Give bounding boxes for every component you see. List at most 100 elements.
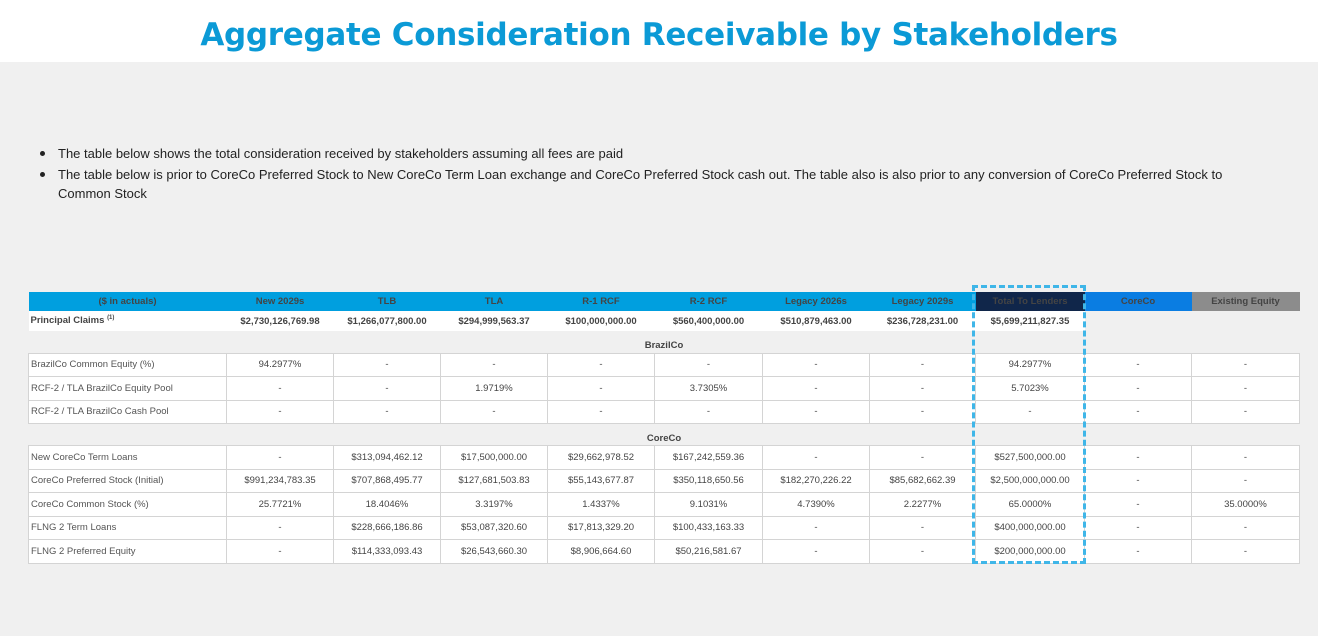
column-header: R-1 RCF [547, 292, 655, 311]
empty-cell [1084, 311, 1192, 331]
table-row: FLNG 2 Term Loans - $228,666,186.86 $53,087… [28, 515, 1300, 540]
table-cell: - [1191, 376, 1300, 401]
section-title: BrazilCo [644, 340, 684, 352]
table-cell: $50,216,581.67 [654, 539, 763, 564]
principal-cell: $560,400,000.00 [654, 311, 763, 331]
principal-claims-row: Principal Claims (1) $2,730,126,769.98 $1,… [28, 311, 1300, 331]
table-cell: - [975, 399, 1085, 424]
principal-cell: $510,879,463.00 [762, 311, 870, 331]
table-cell: - [226, 376, 334, 401]
table-cell: 1.9719% [440, 376, 548, 401]
table-cell: $127,681,503.83 [440, 468, 548, 493]
row-label: New CoreCo Term Loans [28, 445, 227, 470]
header-row: ($ in actuals) New 2029s TLB TLA R-1 RCF R-2 … [28, 292, 1300, 311]
table-cell: $26,543,660.30 [440, 539, 548, 564]
bullet-item: The table below is prior to CoreCo Prefe… [40, 165, 1260, 204]
column-header: ($ in actuals) [28, 292, 227, 311]
row-label: RCF-2 / TLA BrazilCo Equity Pool [28, 376, 227, 401]
bullet-item: The table below shows the total consider… [40, 144, 1260, 164]
table-cell: 4.7390% [762, 492, 870, 517]
table-row: BrazilCo Common Equity (%) 94.2977% - - - - - -… [28, 352, 1300, 377]
consideration-table: ($ in actuals) New 2029s TLB TLA R-1 RCF R-2 … [28, 292, 1300, 564]
table-cell: 1.4337% [547, 492, 655, 517]
table-cell: - [1084, 376, 1192, 401]
principal-cell: $294,999,563.37 [440, 311, 548, 331]
section-header-row: BrazilCo [29, 331, 1300, 353]
table-cell: 35.0000% [1191, 492, 1300, 517]
table-cell: $53,087,320.60 [440, 515, 548, 540]
table-cell: - [333, 376, 441, 401]
table-row: CoreCo Common Stock (%) 25.7721% 18.4046% 3… [28, 492, 1300, 517]
table-cell: - [547, 376, 655, 401]
table-cell: $17,813,329.20 [547, 515, 655, 540]
column-header: Legacy 2029s [869, 292, 976, 311]
row-label: CoreCo Preferred Stock (Initial) [28, 468, 227, 493]
table-cell: - [1084, 492, 1192, 517]
table-cell: - [654, 352, 763, 377]
title-bar: Aggregate Consideration Receivable by St… [0, 0, 1318, 62]
table-cell: $29,662,978.52 [547, 445, 655, 470]
table-cell: - [1191, 399, 1300, 424]
table-cell: - [1084, 515, 1192, 540]
table-cell: - [1191, 539, 1300, 564]
table-row: FLNG 2 Preferred Equity - $114,333,093.43 $… [28, 539, 1300, 564]
row-label: CoreCo Common Stock (%) [28, 492, 227, 517]
table-cell: $100,433,163.33 [654, 515, 763, 540]
table-cell: - [869, 352, 976, 377]
table-cell: - [547, 352, 655, 377]
table-cell: $85,682,662.39 [869, 468, 976, 493]
table-cell: - [1084, 352, 1192, 377]
page-title: Aggregate Consideration Receivable by St… [200, 17, 1118, 53]
principal-cell: $100,000,000.00 [547, 311, 655, 331]
table-cell: - [333, 352, 441, 377]
column-header: TLB [333, 292, 441, 311]
table-cell: $313,094,462.12 [333, 445, 441, 470]
table-cell: 94.2977% [975, 352, 1085, 377]
column-header: R-2 RCF [654, 292, 763, 311]
column-header: CoreCo [1084, 292, 1192, 311]
table-cell: 3.7305% [654, 376, 763, 401]
table-cell: $991,234,783.35 [226, 468, 334, 493]
table-cell: $114,333,093.43 [333, 539, 441, 564]
table-cell: - [869, 539, 976, 564]
table-cell: - [762, 539, 870, 564]
bullet-list: The table below shows the total consider… [40, 144, 1260, 205]
row-label: FLNG 2 Term Loans [28, 515, 227, 540]
table-row: CoreCo Preferred Stock (Initial) $991,234… [28, 468, 1300, 493]
table-cell: - [226, 399, 334, 424]
table-cell: 25.7721% [226, 492, 334, 517]
empty-cell [1191, 311, 1300, 331]
column-header: Legacy 2026s [762, 292, 870, 311]
table-cell: 9.1031% [654, 492, 763, 517]
section-title: CoreCo [646, 433, 682, 444]
table-cell: - [869, 399, 976, 424]
table-cell: - [226, 445, 334, 470]
table-cell: - [1084, 468, 1192, 493]
table-cell: $167,242,559.36 [654, 445, 763, 470]
table-cell: $55,143,677.87 [547, 468, 655, 493]
principal-cell: $236,728,231.00 [869, 311, 976, 331]
table-row: RCF-2 / TLA BrazilCo Cash Pool - - - - - - - - - - [28, 399, 1300, 424]
table-cell: - [762, 352, 870, 377]
table-cell: 94.2977% [226, 352, 334, 377]
table-cell: - [1191, 352, 1300, 377]
table-cell: - [1084, 539, 1192, 564]
table-cell: - [762, 515, 870, 540]
table-cell: - [1191, 445, 1300, 470]
table-cell: - [762, 376, 870, 401]
table-cell: - [1084, 445, 1192, 470]
table-cell: - [762, 445, 870, 470]
table-cell: - [226, 539, 334, 564]
table-cell: - [654, 399, 763, 424]
table-cell: - [869, 515, 976, 540]
section-header-row: CoreCo [29, 424, 1300, 446]
row-label: BrazilCo Common Equity (%) [28, 352, 227, 377]
table-cell: - [869, 376, 976, 401]
table-cell: $228,666,186.86 [333, 515, 441, 540]
table-cell: - [1084, 399, 1192, 424]
table-cell: 65.0000% [975, 492, 1085, 517]
table-cell: $2,500,000,000.00 [975, 468, 1085, 493]
row-label: Principal Claims (1) [28, 311, 227, 331]
table-cell: $527,500,000.00 [975, 445, 1085, 470]
table-cell: - [333, 399, 441, 424]
